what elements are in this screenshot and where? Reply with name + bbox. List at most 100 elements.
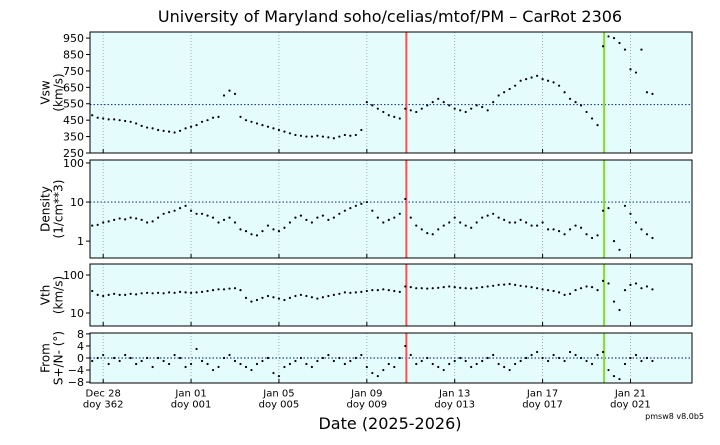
y-tick-label: 100 xyxy=(63,269,84,282)
data-point xyxy=(332,359,335,363)
data-point xyxy=(552,228,555,231)
data-point xyxy=(437,97,440,100)
data-point xyxy=(305,362,308,366)
data-point xyxy=(503,365,506,369)
data-point xyxy=(486,356,489,360)
data-point xyxy=(585,285,588,288)
data-point xyxy=(629,283,632,286)
data-point xyxy=(277,128,281,132)
data-point xyxy=(124,293,127,296)
data-point xyxy=(102,221,105,224)
data-point xyxy=(426,104,429,107)
data-point xyxy=(261,230,264,233)
data-point xyxy=(272,228,275,231)
data-point xyxy=(634,282,638,285)
data-point xyxy=(470,226,473,229)
data-point xyxy=(601,279,605,283)
data-point xyxy=(437,228,440,231)
data-point xyxy=(640,48,643,51)
data-point xyxy=(629,68,632,71)
data-point xyxy=(189,362,193,366)
data-point xyxy=(382,110,385,114)
y-tick-label: 550 xyxy=(63,98,84,111)
data-point xyxy=(206,119,209,122)
data-point xyxy=(376,107,379,110)
data-point xyxy=(552,353,555,357)
data-point xyxy=(481,286,484,289)
data-point xyxy=(426,232,429,235)
data-point xyxy=(327,218,330,221)
data-point xyxy=(541,288,544,291)
data-point xyxy=(459,109,462,112)
data-point xyxy=(409,353,412,357)
data-point xyxy=(437,286,440,289)
data-point xyxy=(288,362,292,366)
data-point xyxy=(398,212,401,215)
data-point xyxy=(497,362,500,366)
data-point xyxy=(442,224,445,227)
data-point xyxy=(420,359,423,363)
data-point xyxy=(596,234,599,237)
data-point xyxy=(409,216,412,219)
data-point xyxy=(557,230,561,233)
data-point xyxy=(135,293,138,296)
data-point xyxy=(607,282,610,285)
data-point xyxy=(448,285,451,288)
data-point xyxy=(409,109,412,112)
data-point xyxy=(266,294,270,298)
data-point xyxy=(96,116,99,119)
data-point xyxy=(563,359,566,363)
data-point xyxy=(244,230,248,233)
data-point xyxy=(233,92,237,95)
y-tick-label: 10 xyxy=(70,196,84,209)
data-point xyxy=(470,107,473,110)
data-point xyxy=(568,228,572,231)
data-point xyxy=(233,221,237,224)
data-point xyxy=(316,134,319,137)
data-point xyxy=(618,41,621,45)
data-point xyxy=(299,293,303,296)
data-point xyxy=(382,368,385,372)
data-point xyxy=(343,362,346,366)
data-point xyxy=(255,234,259,237)
data-point xyxy=(299,134,303,137)
data-point xyxy=(349,206,352,210)
data-point xyxy=(129,356,132,360)
data-point xyxy=(91,289,94,293)
data-point xyxy=(146,126,149,129)
data-point xyxy=(645,285,649,288)
data-point xyxy=(140,124,143,128)
data-point xyxy=(585,110,588,114)
data-point xyxy=(294,294,297,298)
data-point xyxy=(338,135,341,138)
data-point xyxy=(200,359,204,363)
data-point xyxy=(217,365,220,369)
data-point xyxy=(426,356,429,360)
data-point xyxy=(360,353,363,357)
data-point xyxy=(398,356,401,360)
data-point xyxy=(607,206,610,210)
y-axis-label: Vsw(km/s) xyxy=(39,73,66,111)
plot-frame xyxy=(89,31,693,154)
data-point xyxy=(184,204,187,207)
data-point xyxy=(579,104,583,107)
data-point xyxy=(167,362,171,366)
data-point xyxy=(508,368,511,372)
data-point xyxy=(178,290,182,293)
data-point xyxy=(151,220,154,223)
data-point xyxy=(365,289,368,293)
data-point xyxy=(552,81,555,84)
data-point xyxy=(497,216,500,219)
data-point xyxy=(475,221,478,224)
data-point xyxy=(645,91,649,94)
data-point xyxy=(261,123,264,127)
data-point xyxy=(173,291,176,294)
data-point xyxy=(536,287,539,290)
data-point xyxy=(415,110,418,114)
data-point xyxy=(239,289,242,292)
y-tick-label: 850 xyxy=(63,48,84,61)
data-point xyxy=(464,287,467,290)
data-point xyxy=(107,220,110,223)
data-point xyxy=(360,128,363,132)
data-point xyxy=(124,353,127,357)
